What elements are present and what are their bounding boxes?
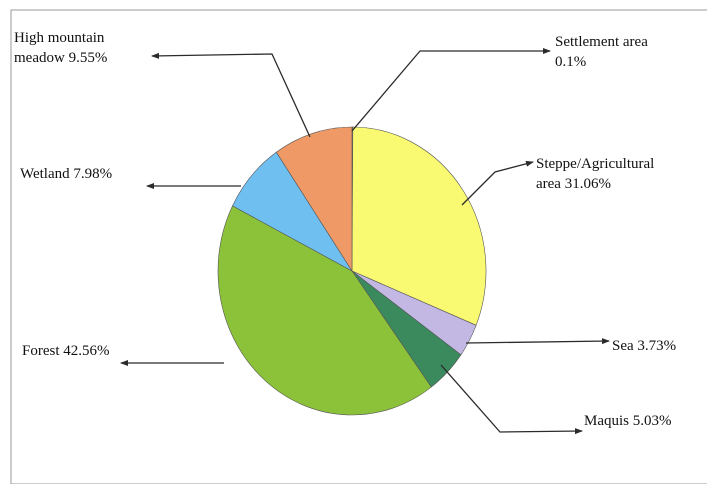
leader-line-high-mountain-meadow [151, 52, 311, 138]
leader-line-maquis [440, 364, 583, 435]
leader-lines [120, 48, 610, 435]
slice-label-wetland: Wetland 7.98% [20, 166, 112, 182]
slice-label-settlement-area: Settlement area 0.1% [555, 34, 648, 70]
slice-label-high-mountain-meadow: High mountain meadow 9.55% [14, 30, 107, 66]
slice-label-forest: Forest 42.56% [22, 343, 110, 359]
leader-line-sea [465, 338, 610, 345]
slice-label-sea: Sea 3.73% [612, 338, 676, 354]
leader-line-steppe-agricultural-area [461, 160, 534, 206]
leader-line-settlement-area [351, 48, 551, 132]
slice-label-maquis: Maquis 5.03% [584, 413, 672, 429]
pie-slice-forest [217, 205, 432, 416]
slice-labels: Settlement area 0.1% Steppe/Agricultural ar… [14, 30, 676, 429]
slice-label-steppe-agricultural-area: Steppe/Agricultural area 31.06% [536, 156, 654, 192]
pie-slice-high-mountain-meadow [275, 126, 353, 273]
pie-slices [217, 126, 487, 416]
pie-slice-steppe-agricultural-area [351, 126, 487, 326]
